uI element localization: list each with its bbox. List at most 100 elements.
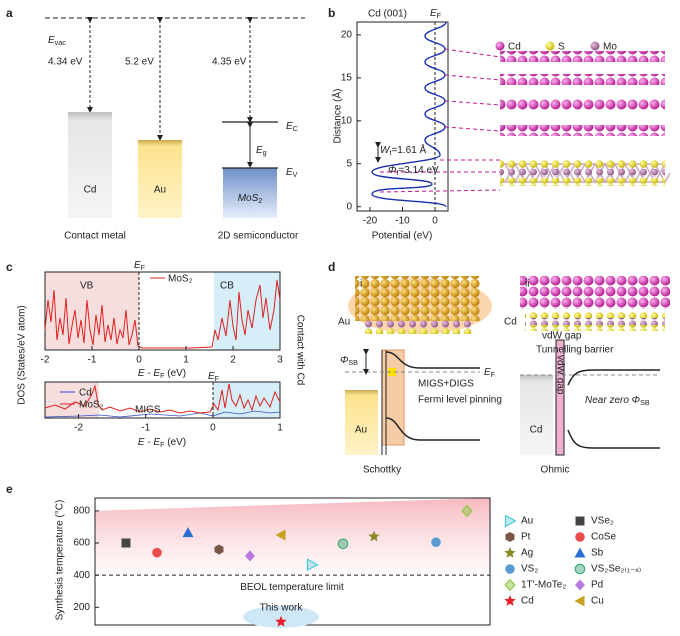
panel-label: e xyxy=(6,482,13,496)
panel-label: d xyxy=(328,260,335,274)
label-part: F xyxy=(437,11,442,20)
y-axis-label: Distance (Å) xyxy=(331,88,344,143)
x-tick-label: 2 xyxy=(230,355,236,366)
label-part: SB xyxy=(348,358,358,367)
plot-title: Cd (001) xyxy=(368,9,407,20)
label: EV xyxy=(286,167,298,179)
y-tick-label: 0 xyxy=(346,201,352,212)
legend-label: Ag xyxy=(521,548,533,559)
y-tick-label: 600 xyxy=(73,538,90,549)
label: Near zero ΦSB xyxy=(585,395,650,407)
region-label: MIGS xyxy=(135,405,161,416)
label: ii xyxy=(525,279,529,290)
legend-label: VS₂Se₂₍₁₋ₓ₎ xyxy=(591,564,641,575)
side-label: Contact with Cd xyxy=(294,315,305,386)
x-axis-label: E - EF (eV) xyxy=(138,368,186,380)
x-tick-label: 0 xyxy=(136,355,142,366)
label: Cd xyxy=(504,317,517,328)
x-axis-label-part: E - E xyxy=(138,368,161,379)
marker xyxy=(461,504,473,518)
label: EF xyxy=(484,367,496,379)
caption: 2D semiconductor xyxy=(218,231,299,242)
y-axis-label: Synthesis temperature (°C) xyxy=(55,500,66,621)
legend-label: VSe₂ xyxy=(591,516,614,527)
label-part: g xyxy=(263,148,267,157)
potential-curve xyxy=(371,21,447,208)
legend-marker xyxy=(504,595,516,606)
label: Eg xyxy=(256,145,267,157)
marker xyxy=(121,538,131,548)
legend-marker xyxy=(504,578,516,592)
legend-label: Sb xyxy=(591,548,604,559)
x-axis-label-part: E - E xyxy=(138,437,161,448)
label-part: =1.61 Å xyxy=(391,143,426,156)
marker xyxy=(152,547,162,558)
label-part: F xyxy=(491,370,496,379)
label: EF xyxy=(134,260,146,272)
legend-label: Au xyxy=(521,516,533,527)
label-part: F xyxy=(215,374,220,383)
y-tick-label: 15 xyxy=(341,72,353,83)
x-axis-label-part: (eV) xyxy=(164,368,186,379)
legend-marker xyxy=(575,516,585,526)
panel-label: a xyxy=(6,6,13,20)
y-tick-label: 400 xyxy=(73,570,90,581)
legend-marker xyxy=(574,547,586,558)
label: Cd xyxy=(530,425,543,436)
y-tick-label: 200 xyxy=(73,602,90,613)
annotation: This work xyxy=(260,602,304,613)
legend-label: MoS₂ xyxy=(168,274,193,285)
x-tick-label: 0 xyxy=(210,423,216,434)
legend-label: 1T′-MoTe₂ xyxy=(521,580,566,591)
legend-marker xyxy=(505,514,517,528)
legend-label: Cu xyxy=(591,596,604,607)
label-part: E xyxy=(484,367,491,378)
label-part: V xyxy=(293,170,298,179)
x-tick-label: 0 xyxy=(432,216,438,227)
legend-marker xyxy=(575,579,585,591)
panel-c-drawing xyxy=(44,271,281,419)
label-part: W xyxy=(380,145,391,156)
threshold-label: BEOL temperature limit xyxy=(240,582,344,593)
x-tick-label: 1 xyxy=(183,355,189,366)
legend-marker xyxy=(574,595,585,607)
y-axis-label: DOS (States/eV atom) xyxy=(17,305,28,404)
gap-label: 4.35 eV xyxy=(212,57,247,68)
x-tick-label: 1 xyxy=(277,423,283,434)
legend-label: VS₂ xyxy=(521,564,538,575)
x-axis-label-part: F xyxy=(160,440,165,449)
metal-label: Au xyxy=(154,185,166,196)
panel-d-drawing xyxy=(345,276,670,456)
legend-label: Pd xyxy=(591,580,603,591)
region-label: CB xyxy=(220,281,234,292)
dos-curve xyxy=(44,279,281,349)
marker xyxy=(307,558,319,572)
marker xyxy=(337,538,349,550)
marker xyxy=(245,550,255,562)
marker xyxy=(275,529,286,541)
y-tick-label: 10 xyxy=(341,115,353,126)
metal-label: Cd xyxy=(84,185,97,196)
marker xyxy=(182,527,194,538)
label: Fermi level pinning xyxy=(418,395,502,406)
x-tick-label: -1 xyxy=(141,423,150,434)
semiconductor-label: MoS2 xyxy=(238,193,263,205)
label-part: E xyxy=(286,121,293,132)
x-tick-label: -2 xyxy=(41,355,50,366)
label: vdW gap xyxy=(554,355,565,395)
legend-marker xyxy=(505,532,515,542)
label-part: Near zero Φ xyxy=(585,395,640,406)
label: i xyxy=(360,279,362,290)
legend-label: S xyxy=(558,42,565,53)
x-axis-label-part: (eV) xyxy=(164,437,186,448)
panel-b-drawing xyxy=(356,21,671,212)
panel-label: b xyxy=(328,6,335,20)
label-part: t xyxy=(396,168,398,177)
marker xyxy=(275,615,287,627)
label-part: SB xyxy=(640,398,650,407)
label: vdW gap xyxy=(542,331,582,342)
label: EF xyxy=(430,8,442,20)
region-label: VB xyxy=(80,281,94,292)
label-part: =3.14 eV xyxy=(398,165,439,176)
